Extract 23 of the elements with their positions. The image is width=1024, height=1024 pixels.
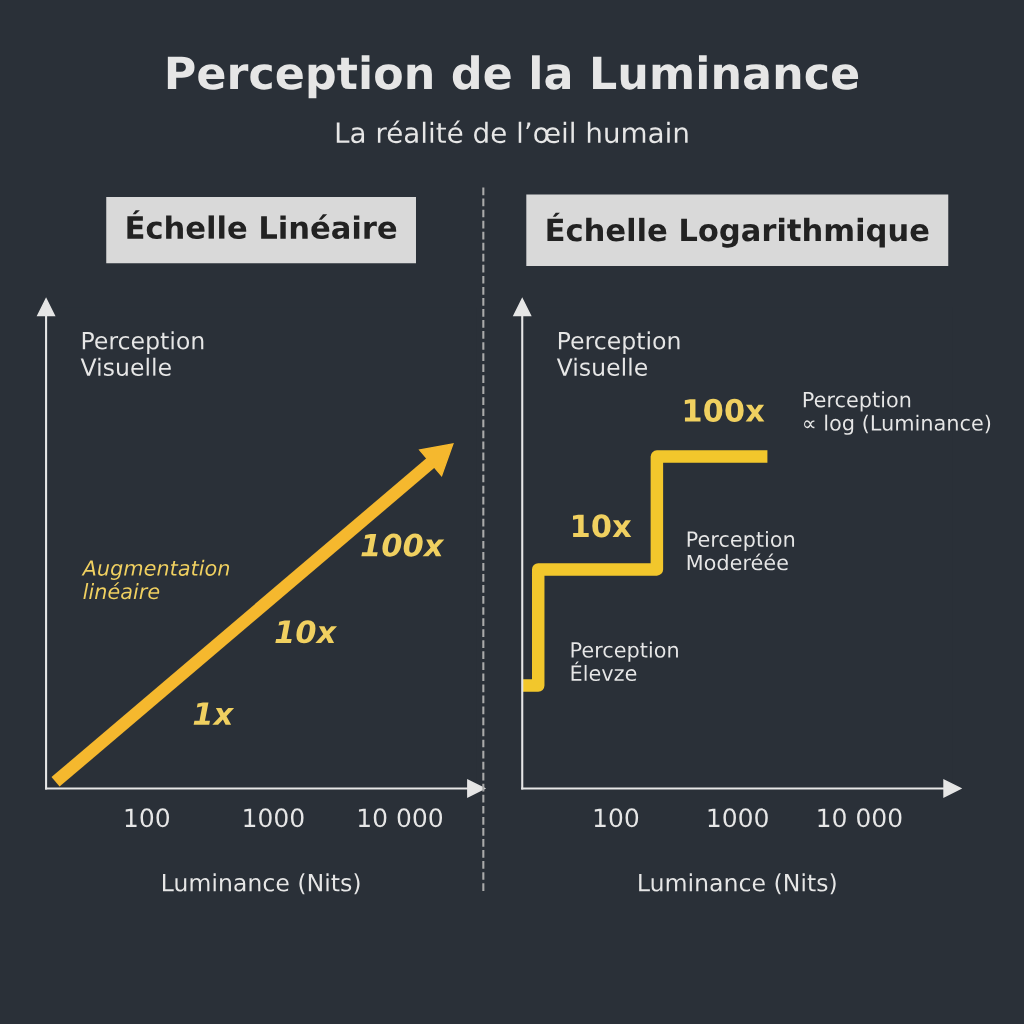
annotation: Perception Élevze [571, 641, 678, 682]
x-tick-label: 10 000 [818, 808, 902, 828]
chart-title: Échelle Logarithmique [547, 212, 929, 248]
y-axis-title: Perception Visuelle [556, 331, 680, 376]
x-tick-label: 10 000 [358, 808, 443, 828]
x-tick-label: 100 [125, 808, 170, 828]
text: Perception de la Luminance [167, 55, 859, 99]
x-axis-title: Luminance (Nits) [639, 873, 836, 895]
annotation: 10x [275, 620, 338, 644]
annotation: Perception Moderéée [687, 530, 795, 571]
x-tick-label: 1000 [708, 808, 768, 828]
y-axis-title: Perception Visuelle [80, 331, 204, 376]
annotation: Augmentation linéaire [81, 559, 230, 600]
text: La réalité de l’œil humain [336, 120, 688, 144]
annotation: 10x [573, 514, 632, 538]
x-axis-title: Luminance (Nits) [163, 873, 360, 895]
annotation: 1x [193, 702, 235, 725]
text: Perception ∝ log (Luminance) [803, 391, 991, 435]
text: 100x [684, 398, 765, 422]
chart-title: Échelle Linéaire [127, 210, 397, 240]
x-tick-label: 100 [594, 808, 639, 828]
x-tick-label: 1000 [244, 808, 304, 828]
annotation: 100x [361, 533, 445, 557]
